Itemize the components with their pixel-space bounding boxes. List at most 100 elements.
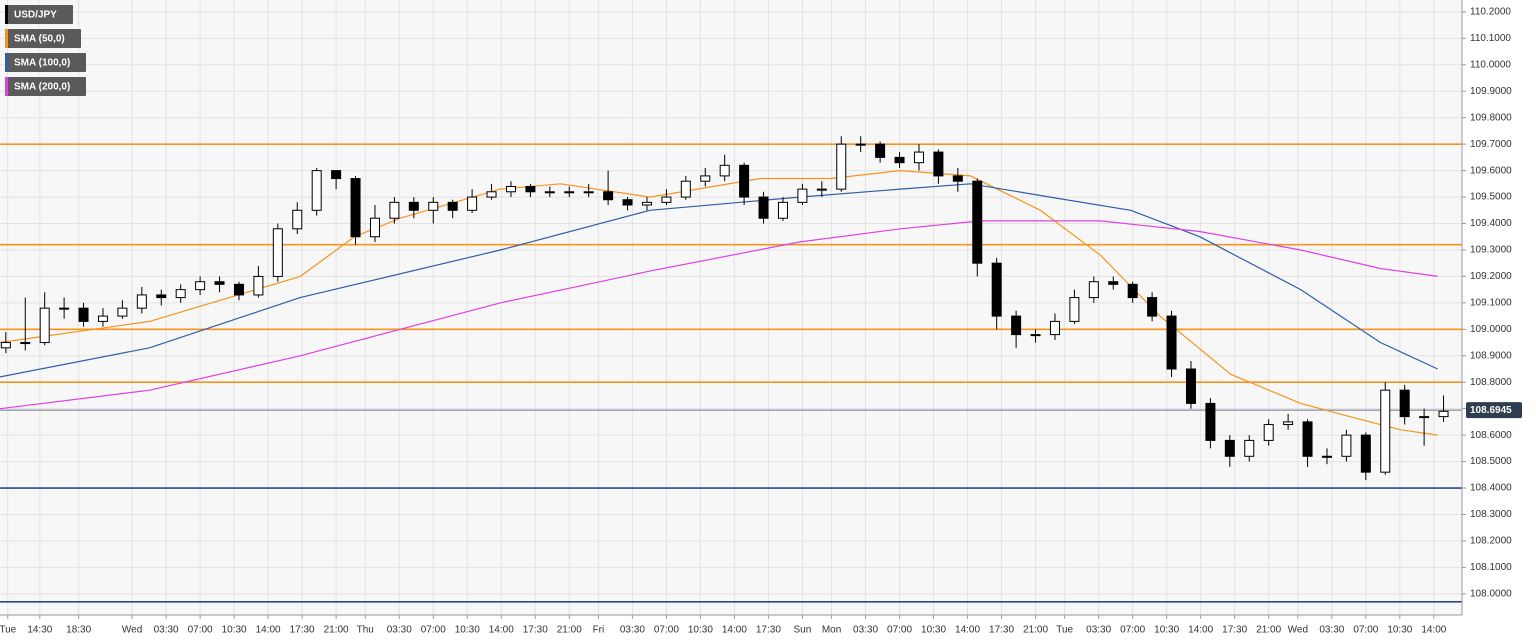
candle-body xyxy=(369,217,380,238)
sma-line xyxy=(0,220,1438,410)
candle-body xyxy=(855,143,866,146)
y-tick-label: 110.2000 xyxy=(1470,7,1511,18)
x-tick-label: 03:30 xyxy=(387,625,412,636)
candle-body xyxy=(253,275,264,296)
y-tick-label: 109.7000 xyxy=(1470,139,1512,150)
candle-body xyxy=(1341,434,1352,457)
x-tick-label: 10:30 xyxy=(921,625,946,636)
candle-body xyxy=(272,228,283,277)
candle-body xyxy=(486,191,497,198)
y-tick-label: 110.1000 xyxy=(1470,33,1511,44)
x-tick-label: 07:00 xyxy=(188,625,213,636)
candle-body xyxy=(933,151,944,177)
legend-box xyxy=(5,5,73,24)
candle-body xyxy=(214,281,225,285)
y-tick-label: 109.8000 xyxy=(1470,112,1512,123)
x-tick-label: 10:30 xyxy=(455,625,480,636)
x-tick-label: Wed xyxy=(122,625,142,636)
candle-body xyxy=(311,170,322,211)
candle-body xyxy=(680,180,691,198)
candle-body xyxy=(467,196,478,211)
plot-area xyxy=(0,0,1462,615)
x-tick-label: 14:00 xyxy=(1421,625,1446,636)
candle-body xyxy=(1380,389,1391,473)
candle-body xyxy=(583,191,594,194)
candle-body xyxy=(1438,410,1449,418)
x-tick-label: 18:30 xyxy=(66,625,91,636)
axis-labels: 108.0000 108.1000 108.2000 108.3000 108.4000… xyxy=(0,7,1522,636)
legend-swatch xyxy=(5,53,8,72)
y-tick-label: 109.2000 xyxy=(1470,271,1512,282)
y-tick-label: 108.6000 xyxy=(1470,430,1512,441)
y-tick-label: 109.1000 xyxy=(1470,298,1512,309)
x-tick-label: Fri xyxy=(593,625,605,636)
candle-body xyxy=(59,307,70,310)
candle-body xyxy=(1147,297,1158,317)
x-tick-label: 03:30 xyxy=(620,625,645,636)
candle-body xyxy=(331,170,342,180)
x-tick-label: 14:00 xyxy=(955,625,980,636)
x-tick-label: 17:30 xyxy=(756,625,781,636)
candle-body xyxy=(603,191,614,201)
candle-body xyxy=(117,307,128,317)
candle-body xyxy=(1127,283,1138,299)
x-tick-label: 07:00 xyxy=(1120,625,1145,636)
x-tick-label: 17:30 xyxy=(290,625,315,636)
candle-body xyxy=(1088,281,1099,299)
candle-body xyxy=(1244,439,1255,457)
candle-body xyxy=(1321,455,1332,458)
y-tick-label: 109.9000 xyxy=(1470,86,1512,97)
sma-line xyxy=(0,183,1438,378)
legend-swatch xyxy=(5,29,8,48)
x-tick-label: 07:00 xyxy=(421,625,446,636)
candle-body xyxy=(136,294,147,309)
y-tick-label: 108.9000 xyxy=(1470,350,1512,361)
y-tick-label: 108.5000 xyxy=(1470,456,1512,467)
candle-body xyxy=(739,164,750,198)
candle-body xyxy=(758,196,769,219)
x-tick-label: 07:00 xyxy=(887,625,912,636)
y-tick-label: 108.8000 xyxy=(1470,377,1512,388)
candle-body xyxy=(1030,334,1041,337)
y-tick-label: 108.1000 xyxy=(1470,562,1512,573)
candle-body xyxy=(1069,297,1080,322)
sma-line xyxy=(0,169,1438,436)
current-price-label: 108.6945 xyxy=(1470,405,1512,416)
y-tick-label: 109.3000 xyxy=(1470,245,1512,256)
y-tick-label: 109.6000 xyxy=(1470,165,1512,176)
candle-body xyxy=(875,143,886,158)
x-tick-label: 14:00 xyxy=(1188,625,1213,636)
candle-body xyxy=(564,191,575,194)
candle-body xyxy=(1049,320,1060,336)
candle-body xyxy=(894,156,905,164)
candle-body xyxy=(0,342,11,349)
candle-body xyxy=(1108,281,1119,285)
candle-body xyxy=(622,199,633,206)
candle-body xyxy=(952,175,963,182)
candle-body xyxy=(991,262,1002,317)
x-tick-label: 21:00 xyxy=(1256,625,1281,636)
candle-body xyxy=(777,201,788,219)
x-tick-label: 21:00 xyxy=(557,625,582,636)
legend-box xyxy=(5,77,86,96)
x-tick-label: 17:30 xyxy=(989,625,1014,636)
legend-label: SMA (100,0) xyxy=(14,58,70,69)
candle-body xyxy=(700,175,711,182)
x-tick-label: 03:30 xyxy=(154,625,179,636)
x-tick-label: 03:30 xyxy=(1319,625,1344,636)
y-tick-label: 109.5000 xyxy=(1470,192,1512,203)
x-tick-label: 14:00 xyxy=(256,625,281,636)
candle-body xyxy=(816,188,827,191)
x-tick-label: 17:30 xyxy=(523,625,548,636)
candle-body xyxy=(1011,315,1022,336)
candle-body xyxy=(156,294,167,299)
legend-box xyxy=(5,29,81,48)
candle-body xyxy=(525,185,536,193)
y-tick-label: 109.4000 xyxy=(1470,218,1512,229)
candle-body xyxy=(39,307,50,344)
candle-body xyxy=(1166,315,1177,370)
levels xyxy=(0,143,1462,603)
candle-body xyxy=(175,289,186,299)
candle-body xyxy=(78,307,89,322)
